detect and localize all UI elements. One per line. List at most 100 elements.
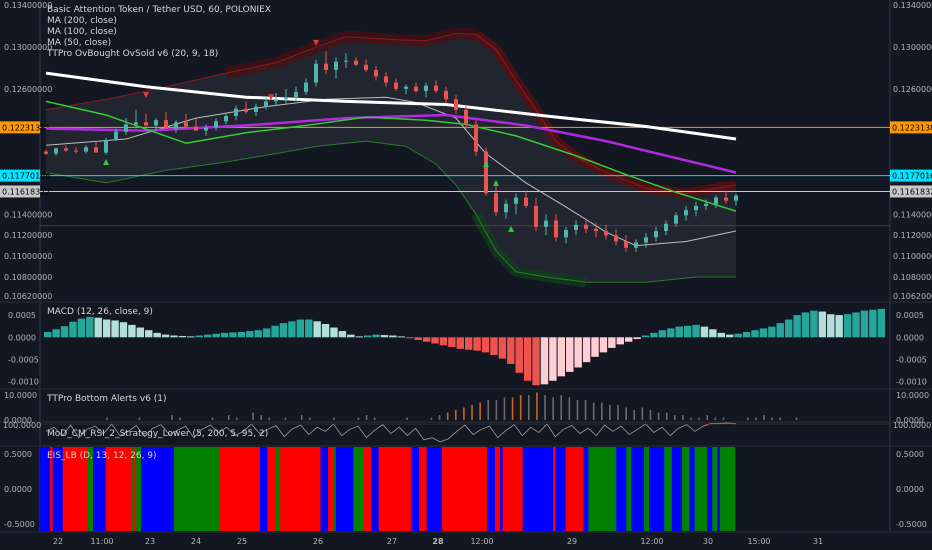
macd-histogram-bar bbox=[692, 324, 700, 338]
macd-histogram-bar bbox=[161, 334, 170, 338]
alert-bar bbox=[252, 412, 254, 420]
candle-body bbox=[424, 85, 428, 91]
candle-body bbox=[734, 195, 738, 201]
buy-signal-arrow bbox=[103, 159, 109, 166]
rsi-axis-tick-right: 100.0000 bbox=[893, 421, 931, 430]
alert-bar bbox=[333, 417, 335, 420]
candle-body bbox=[594, 228, 598, 232]
sell-signal-arrow bbox=[313, 39, 319, 46]
candle-body bbox=[644, 237, 648, 243]
macd-histogram-bar bbox=[212, 333, 220, 338]
macd-histogram-bar bbox=[843, 314, 852, 338]
macd-histogram-bar bbox=[549, 337, 557, 381]
price-level-tag-right bbox=[890, 185, 932, 198]
alert-bar bbox=[633, 410, 636, 420]
alert-bar bbox=[300, 415, 303, 420]
macd-histogram-bar bbox=[262, 328, 271, 338]
candle-body bbox=[484, 151, 488, 194]
alert-bar bbox=[373, 417, 376, 420]
time-axis-tick: 23 bbox=[145, 537, 155, 546]
time-axis-tick: 25 bbox=[237, 537, 247, 546]
alert-bar bbox=[438, 415, 441, 420]
alert-bar bbox=[779, 417, 782, 420]
candle-body bbox=[524, 197, 528, 206]
macd-histogram-bar bbox=[170, 335, 178, 338]
alert-bar bbox=[617, 405, 619, 420]
candle-body bbox=[654, 231, 658, 238]
time-axis-tick: 26 bbox=[313, 537, 323, 546]
candle-body bbox=[174, 122, 178, 129]
candle-body bbox=[94, 147, 98, 153]
price-axis-tick-right: 0.10620000 bbox=[893, 292, 932, 301]
candle-body bbox=[314, 63, 318, 83]
macd-histogram-bar bbox=[700, 326, 709, 338]
eis-color-block bbox=[353, 447, 364, 531]
eis-color-block bbox=[707, 447, 713, 531]
eis-color-block bbox=[555, 447, 566, 531]
ma50-line bbox=[45, 100, 737, 212]
macd-histogram-bar bbox=[279, 323, 288, 338]
candle-body bbox=[664, 223, 668, 232]
candle-body bbox=[574, 224, 578, 230]
eis-color-block bbox=[333, 447, 336, 531]
eis-color-block bbox=[62, 447, 89, 531]
macd-histogram-bar bbox=[52, 329, 60, 338]
candle-body bbox=[544, 220, 548, 227]
alert-bar bbox=[568, 397, 571, 420]
time-axis-tick: 28 bbox=[432, 537, 444, 546]
eis-color-block bbox=[522, 447, 554, 531]
buy-signal-arrow bbox=[493, 179, 499, 186]
ma100-line bbox=[45, 113, 737, 174]
alert-bar bbox=[284, 417, 287, 420]
macd-histogram-bar bbox=[439, 337, 448, 346]
macd-histogram-bar bbox=[515, 337, 523, 373]
price-level-tag-left bbox=[0, 185, 40, 198]
alert-bar bbox=[471, 405, 473, 420]
macd-histogram-bar bbox=[136, 327, 145, 338]
alert-bar bbox=[763, 415, 765, 420]
macd-histogram-bar bbox=[801, 312, 810, 338]
eis-color-block bbox=[267, 447, 276, 531]
price-axis-tick-right: 0.12600000 bbox=[893, 85, 932, 94]
eis-color-block bbox=[499, 447, 503, 531]
alert-bar bbox=[576, 400, 579, 420]
eis-color-block bbox=[649, 447, 665, 531]
eis-color-block bbox=[712, 447, 718, 531]
candle-body bbox=[304, 82, 308, 92]
alert-bar bbox=[430, 417, 433, 420]
macd-histogram-bar bbox=[397, 336, 406, 338]
candle-body bbox=[224, 116, 228, 122]
eis-color-block bbox=[694, 447, 708, 531]
macd-histogram-bar bbox=[641, 335, 650, 338]
macd-axis-tick-left: -0.0005 bbox=[8, 355, 39, 364]
price-axis-tick-left: 0.11200000 bbox=[4, 231, 52, 240]
candle-body bbox=[274, 99, 278, 102]
macd-histogram-bar bbox=[229, 332, 237, 338]
macd-histogram-bar bbox=[582, 337, 591, 363]
eis-axis-tick-right: 0.0000 bbox=[896, 485, 924, 494]
macd-histogram-bar bbox=[759, 328, 768, 338]
candle-body bbox=[244, 108, 248, 112]
macd-histogram-bar bbox=[448, 337, 456, 348]
eis-color-block bbox=[441, 447, 488, 531]
candle-body bbox=[584, 224, 588, 229]
macd-histogram-bar bbox=[599, 337, 608, 353]
macd-histogram-bar bbox=[86, 316, 94, 338]
macd-histogram-bar bbox=[860, 310, 869, 338]
candle-body bbox=[344, 60, 348, 62]
macd-histogram-bar bbox=[818, 311, 827, 338]
upper-band-line bbox=[45, 32, 737, 194]
candle-body bbox=[384, 76, 388, 83]
eis-color-block bbox=[502, 447, 524, 531]
macd-histogram-bar bbox=[532, 337, 540, 386]
eis-color-block bbox=[671, 447, 683, 531]
eis-axis-tick-left: 0.0000 bbox=[4, 485, 32, 494]
eis-color-block bbox=[419, 447, 427, 531]
eis-color-block bbox=[328, 447, 334, 531]
eis-color-block bbox=[275, 447, 281, 531]
eis-color-block bbox=[371, 447, 379, 531]
candle-body bbox=[474, 124, 478, 152]
alert-bar bbox=[268, 417, 271, 420]
macd-histogram-bar bbox=[616, 337, 624, 345]
macd-histogram-bar bbox=[456, 337, 464, 349]
